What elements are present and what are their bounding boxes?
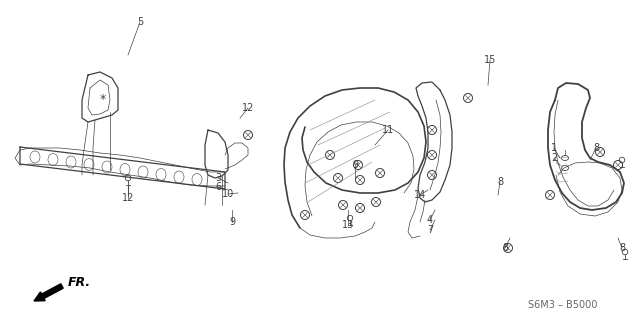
Text: 14: 14: [414, 190, 426, 200]
Text: 1: 1: [551, 143, 557, 153]
Text: 10: 10: [222, 189, 234, 199]
Text: 11: 11: [382, 125, 394, 135]
Text: 8: 8: [502, 243, 508, 253]
Text: *: *: [100, 93, 106, 107]
Text: 7: 7: [427, 225, 433, 235]
FancyArrow shape: [34, 284, 63, 301]
Text: S6M3 – B5000: S6M3 – B5000: [528, 300, 598, 310]
Text: 5: 5: [137, 17, 143, 27]
Text: FR.: FR.: [68, 276, 91, 288]
Text: 8: 8: [593, 143, 599, 153]
Text: 9: 9: [229, 217, 235, 227]
Text: 8: 8: [619, 243, 625, 253]
Text: 12: 12: [242, 103, 254, 113]
Text: 8: 8: [497, 177, 503, 187]
Text: 6: 6: [215, 182, 221, 192]
Text: 4: 4: [427, 215, 433, 225]
Text: 3: 3: [215, 173, 221, 183]
Text: 13: 13: [342, 220, 354, 230]
Text: 15: 15: [484, 55, 496, 65]
Text: 2: 2: [551, 153, 557, 163]
Text: 9: 9: [352, 160, 358, 170]
Text: 12: 12: [122, 193, 134, 203]
